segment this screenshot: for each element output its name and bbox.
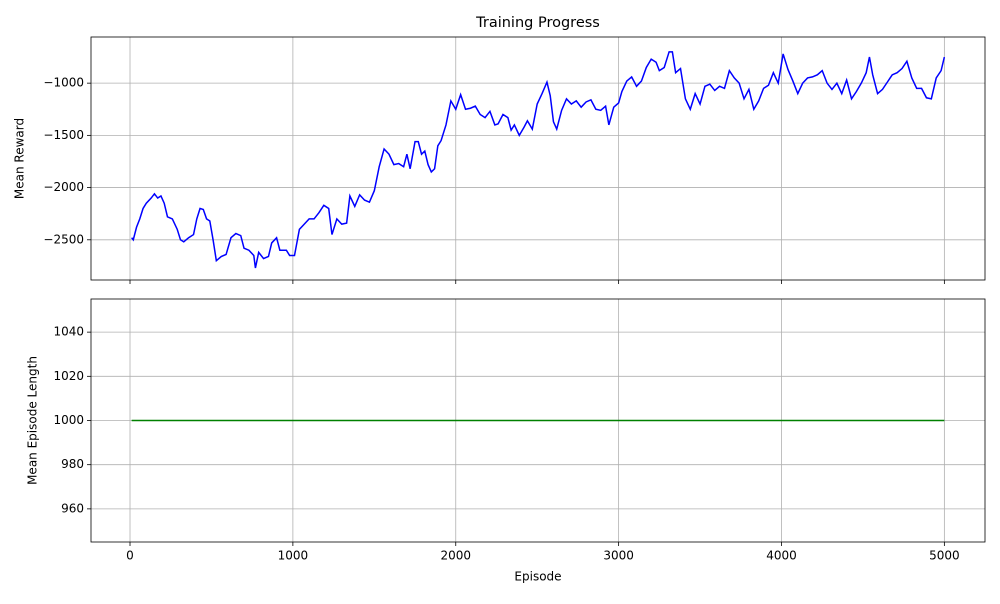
- y-axis-label: Mean Episode Length: [26, 356, 40, 485]
- x-tick-label: 5000: [929, 549, 960, 563]
- y-axis-label: Mean Reward: [13, 118, 27, 199]
- x-axis-label: Episode: [514, 570, 561, 584]
- chart-title: Training Progress: [475, 15, 600, 31]
- x-tick-label: 3000: [603, 549, 634, 563]
- plot-frame: [90, 298, 986, 543]
- data-line: [131, 51, 946, 269]
- x-tick-label: 2000: [440, 549, 471, 563]
- y-tick-label: 1040: [53, 325, 84, 339]
- y-tick-label: 1000: [53, 413, 84, 427]
- y-tick-label: 1020: [53, 369, 84, 383]
- y-tick-label: 980: [61, 457, 84, 471]
- plot-frame: [90, 36, 986, 281]
- y-tick-label: −1000: [43, 76, 84, 90]
- x-tick-label: 1000: [278, 549, 309, 563]
- y-tick-label: −2000: [43, 180, 84, 194]
- y-tick-label: −2500: [43, 232, 84, 246]
- y-tick-label: 960: [61, 501, 84, 515]
- x-tick-label: 0: [126, 549, 134, 563]
- x-tick-label: 4000: [766, 549, 797, 563]
- y-tick-label: −1500: [43, 128, 84, 142]
